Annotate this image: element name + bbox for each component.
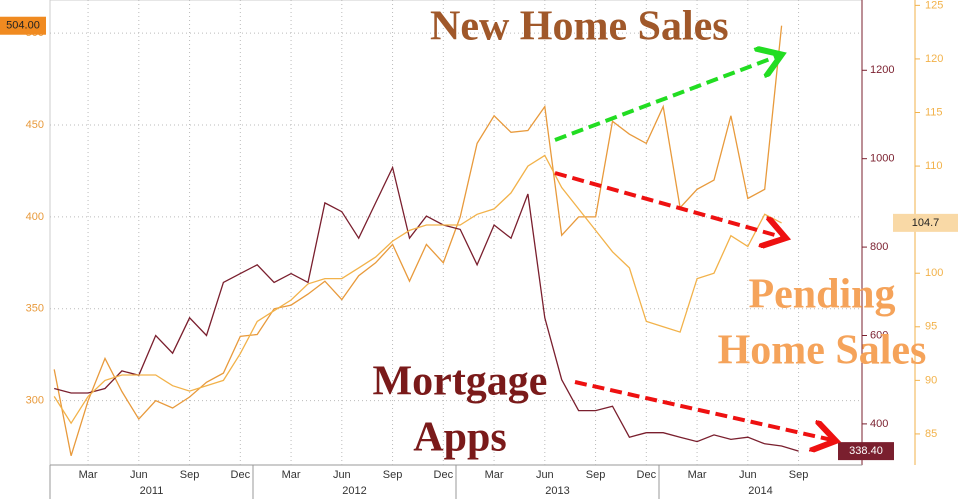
x-tick-label: Mar — [688, 469, 707, 481]
y3-tick-label: 85 — [925, 428, 937, 440]
x-tick-label: Sep — [789, 469, 809, 481]
end-label-box — [838, 442, 894, 461]
x-tick-label: Jun — [739, 469, 757, 481]
y3-tick-label: 90 — [925, 374, 937, 386]
x-tick-label: Jun — [536, 469, 554, 481]
y2-tick-label: 600 — [870, 329, 888, 341]
annotation: Mortgage — [373, 359, 548, 405]
x-tick-label: Jun — [333, 469, 351, 481]
annotation: Pending — [748, 272, 895, 318]
x-tick-label: Sep — [383, 469, 403, 481]
y3-tick-label: 120 — [925, 53, 943, 65]
grid — [49, 0, 920, 499]
y3-tick-label: 115 — [925, 106, 943, 118]
arrow — [554, 171, 782, 237]
annotation: Home Sales — [718, 328, 927, 374]
lines — [53, 25, 799, 456]
series-line — [54, 165, 799, 452]
end-label: 338.40 — [849, 445, 883, 457]
x-tick-label: Sep — [586, 469, 606, 481]
y2-tick-label: 800 — [870, 241, 888, 253]
y2-tick-label: 1000 — [870, 153, 894, 165]
y-tick-label: 300 — [26, 395, 44, 407]
x-group-label: 2011 — [140, 485, 164, 497]
end-label-box — [893, 213, 958, 232]
y3-tick-label: 110 — [925, 160, 943, 172]
x-tick-label: Sep — [180, 469, 200, 481]
x-tick-label: Jun — [130, 469, 148, 481]
x-tick-label: Dec — [231, 469, 251, 481]
end-label-box — [0, 16, 46, 35]
x-tick-label: Dec — [434, 469, 454, 481]
y3-tick-label: 125 — [925, 0, 943, 11]
arrow — [574, 380, 832, 440]
annotation: Apps — [413, 415, 506, 461]
x-group-label: 2012 — [342, 485, 366, 497]
x-group-label: 2013 — [545, 485, 569, 497]
y-tick-label: 400 — [26, 211, 44, 223]
x-group-label: 2014 — [748, 485, 772, 497]
x-tick-label: Mar — [485, 469, 504, 481]
y3-tick-label: 95 — [925, 321, 937, 333]
end-label: 104.7 — [912, 217, 940, 229]
x-tick-label: Mar — [282, 469, 301, 481]
y3-tick-label: 100 — [925, 267, 943, 279]
y2-tick-label: 1200 — [870, 64, 894, 76]
arrow — [554, 56, 778, 142]
end-label: 504.00 — [6, 20, 40, 32]
y-tick-label: 350 — [26, 303, 44, 315]
y2-tick-label: 400 — [870, 418, 888, 430]
x-tick-label: Mar — [79, 469, 98, 481]
series-line — [53, 25, 783, 456]
y-tick-label: 450 — [26, 119, 44, 131]
series-line — [53, 154, 782, 425]
x-tick-label: Dec — [637, 469, 657, 481]
annotation: New Home Sales — [430, 4, 729, 50]
